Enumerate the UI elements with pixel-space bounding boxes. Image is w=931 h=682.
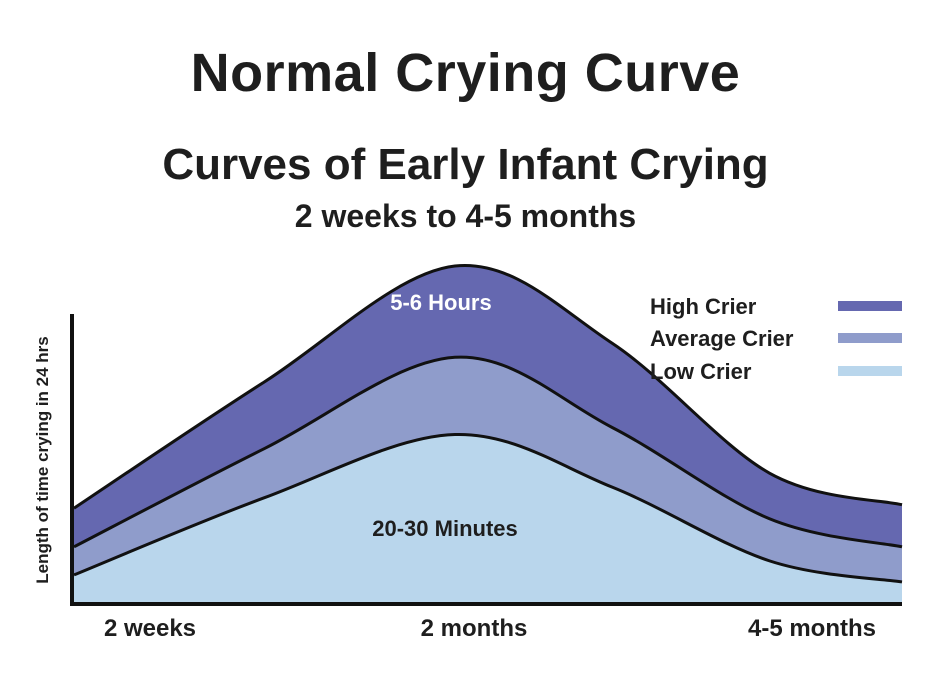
legend-label-high-crier: High Crier [650,294,757,319]
line-low-crier [73,433,903,584]
chart-title: Normal Crying Curve [190,43,741,103]
line-average-crier [73,355,903,549]
y-axis-label: Length of time crying in 24 hrs [33,336,52,583]
x-tick-label-2-months: 2 months [421,615,528,642]
series-line-group [73,263,903,584]
line-high-crier [73,263,903,510]
x-tick-label-2-weeks: 2 weeks [104,615,196,642]
legend-swatch-average-crier [838,333,902,343]
x-tick-label-4-5-months: 4-5 months [748,615,876,642]
area-series-group [74,265,902,603]
legend-label-average-crier: Average Crier [650,326,794,351]
area-low-crier [74,434,902,603]
high-crier-annotation: 5-6 Hours [390,290,491,315]
legend-swatch-high-crier [838,301,902,311]
legend: High Crier Average Crier Low Crier [650,294,902,384]
legend-swatch-low-crier [838,366,902,376]
chart-subtitle: Curves of Early Infant Crying [162,140,769,189]
chart-subtitle-range: 2 weeks to 4-5 months [294,198,637,234]
legend-label-low-crier: Low Crier [650,359,752,384]
low-crier-annotation: 20-30 Minutes [372,516,518,541]
